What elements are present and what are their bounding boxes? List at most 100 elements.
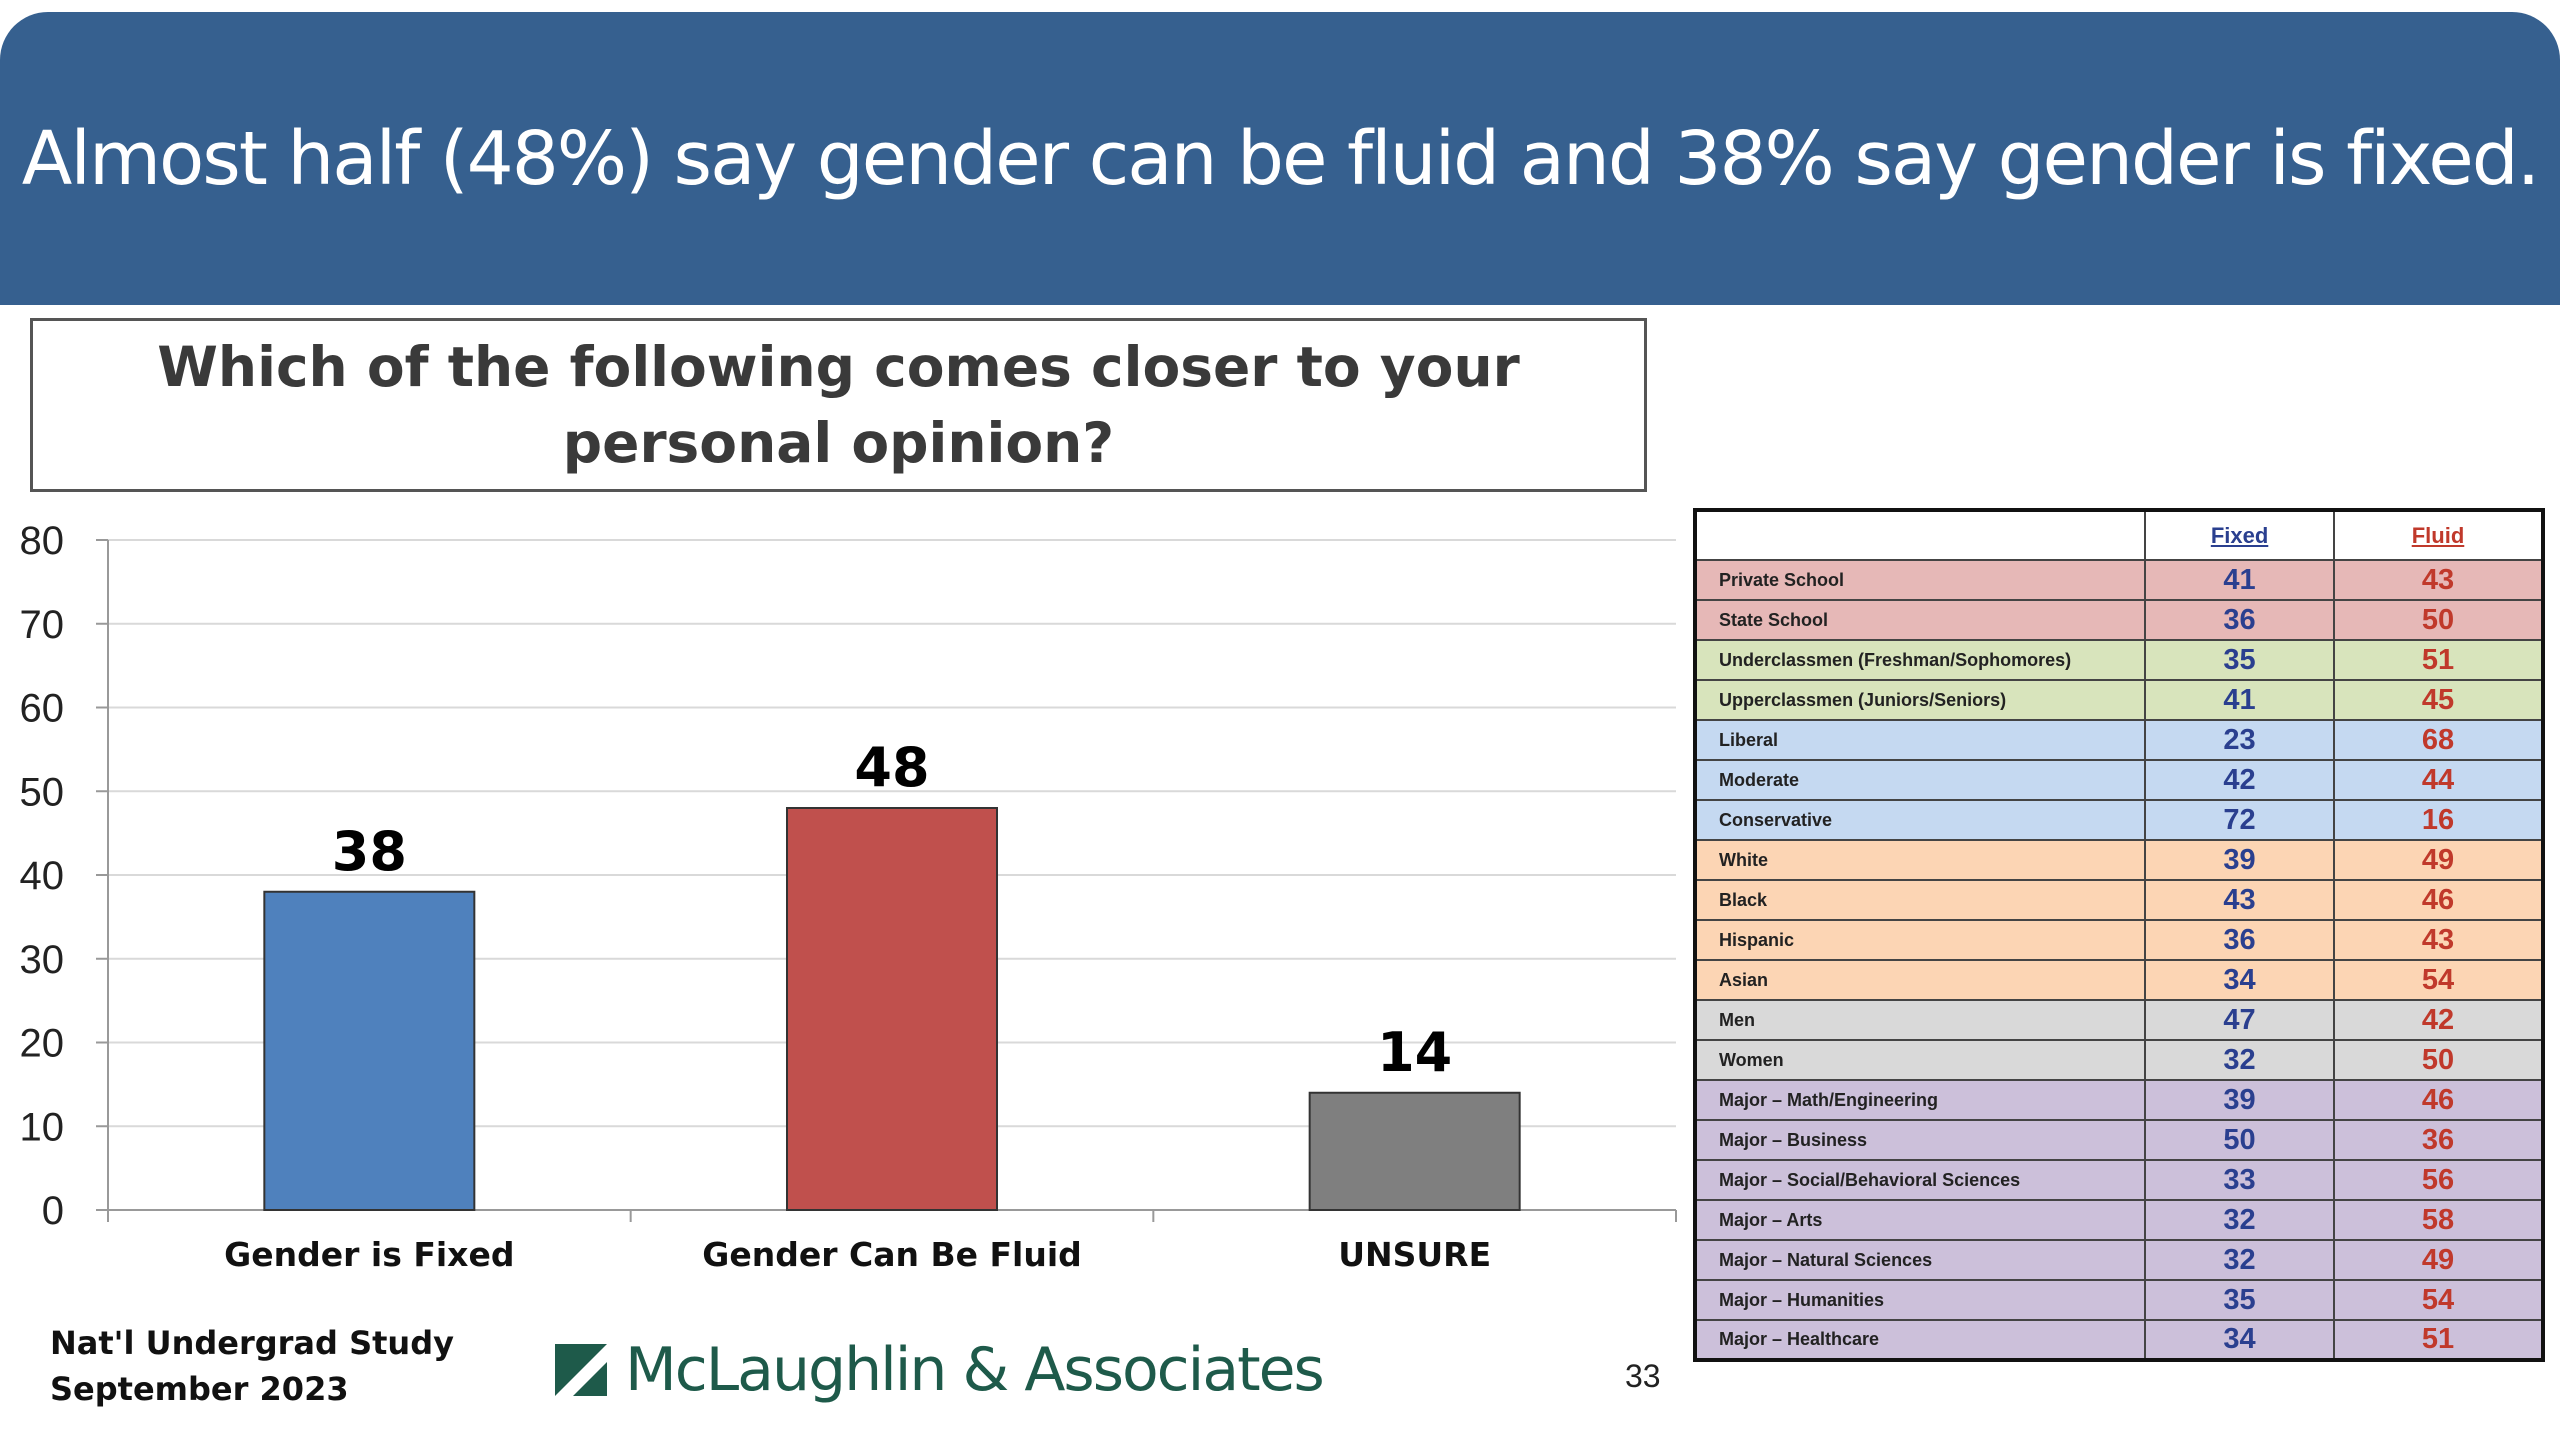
y-tick-label: 0 xyxy=(42,1189,64,1233)
table-header-row: Fixed Fluid xyxy=(1693,509,2544,561)
fluid-value: 51 xyxy=(2333,1319,2544,1361)
table-row: Upperclassmen (Juniors/Seniors) 41 45 xyxy=(1693,679,2544,721)
fixed-value: 35 xyxy=(2144,1279,2335,1321)
bar xyxy=(1308,1091,1521,1211)
slide-title: Almost half (48%) say gender can be flui… xyxy=(21,115,2540,202)
table-row: Hispanic 36 43 xyxy=(1693,919,2544,961)
fluid-value: 36 xyxy=(2333,1119,2544,1161)
row-label: Major – Social/Behavioral Sciences xyxy=(1693,1159,2147,1201)
question-box: Which of the following comes closer to y… xyxy=(30,318,1647,492)
row-label: Major – Natural Sciences xyxy=(1693,1239,2147,1281)
fluid-value: 54 xyxy=(2333,959,2544,1001)
table-row: Conservative 72 16 xyxy=(1693,799,2544,841)
fluid-value: 49 xyxy=(2333,839,2544,881)
fixed-value: 39 xyxy=(2144,1079,2335,1121)
fixed-value: 34 xyxy=(2144,959,2335,1001)
table-row: Liberal 23 68 xyxy=(1693,719,2544,761)
fixed-value: 43 xyxy=(2144,879,2335,921)
fluid-value: 54 xyxy=(2333,1279,2544,1321)
fixed-value: 41 xyxy=(2144,559,2335,601)
y-tick-label: 70 xyxy=(20,603,65,647)
row-label: State School xyxy=(1693,599,2147,641)
row-label: Conservative xyxy=(1693,799,2147,841)
fluid-value: 45 xyxy=(2333,679,2544,721)
fluid-value: 56 xyxy=(2333,1159,2544,1201)
fixed-value: 41 xyxy=(2144,679,2335,721)
demographic-breakdown-table: Fixed Fluid Private School 41 43 State Scho… xyxy=(1693,508,2545,1362)
fluid-value: 43 xyxy=(2333,559,2544,601)
fluid-value: 50 xyxy=(2333,1039,2544,1081)
bar xyxy=(263,890,476,1211)
fixed-value: 35 xyxy=(2144,639,2335,681)
y-tick-label: 20 xyxy=(20,1022,65,1066)
company-logo: McLaughlin & Associates xyxy=(555,1335,1325,1405)
table-row: Asian 34 54 xyxy=(1693,959,2544,1001)
fluid-value: 51 xyxy=(2333,639,2544,681)
page-number: 33 xyxy=(1625,1358,1661,1394)
table-row: State School 36 50 xyxy=(1693,599,2544,641)
x-tick-label: Gender Can Be Fluid xyxy=(702,1235,1082,1274)
row-label: Major – Humanities xyxy=(1693,1279,2147,1321)
row-label: Liberal xyxy=(1693,719,2147,761)
fixed-value: 32 xyxy=(2144,1039,2335,1081)
fixed-value: 32 xyxy=(2144,1199,2335,1241)
table-row: Major – Humanities 35 54 xyxy=(1693,1279,2544,1321)
row-label: White xyxy=(1693,839,2147,881)
fixed-value: 39 xyxy=(2144,839,2335,881)
fluid-value: 42 xyxy=(2333,999,2544,1041)
row-label: Upperclassmen (Juniors/Seniors) xyxy=(1693,679,2147,721)
y-tick-label: 10 xyxy=(20,1105,65,1149)
table-row: Women 32 50 xyxy=(1693,1039,2544,1081)
fixed-value: 33 xyxy=(2144,1159,2335,1201)
logo-mark-icon xyxy=(555,1344,607,1396)
title-banner: Almost half (48%) say gender can be flui… xyxy=(0,12,2560,305)
study-date: September 2023 xyxy=(50,1370,349,1408)
row-label: Underclassmen (Freshman/Sophomores) xyxy=(1693,639,2147,681)
bar-chart: 0 10 20 30 40 50 60 70 80 38 Gender is Fixed 48 Gend… xyxy=(20,519,1677,1274)
study-name: Nat'l Undergrad Study xyxy=(50,1324,454,1362)
fixed-value: 42 xyxy=(2144,759,2335,801)
fluid-value: 46 xyxy=(2333,879,2544,921)
fluid-value: 44 xyxy=(2333,759,2544,801)
data-label: 38 xyxy=(332,820,407,883)
fixed-value: 36 xyxy=(2144,919,2335,961)
table-row: White 39 49 xyxy=(1693,839,2544,881)
data-label: 14 xyxy=(1377,1021,1452,1084)
row-label: Moderate xyxy=(1693,759,2147,801)
row-label: Private School xyxy=(1693,559,2147,601)
fixed-value: 47 xyxy=(2144,999,2335,1041)
table-row: Men 47 42 xyxy=(1693,999,2544,1041)
table-row: Major – Social/Behavioral Sciences 33 56 xyxy=(1693,1159,2544,1201)
row-label: Women xyxy=(1693,1039,2147,1081)
table-row: Underclassmen (Freshman/Sophomores) 35 51 xyxy=(1693,639,2544,681)
row-label: Major – Arts xyxy=(1693,1199,2147,1241)
fluid-value: 58 xyxy=(2333,1199,2544,1241)
logo-text: McLaughlin & Associates xyxy=(625,1335,1325,1405)
fluid-value: 46 xyxy=(2333,1079,2544,1121)
table-row: Major – Natural Sciences 32 49 xyxy=(1693,1239,2544,1281)
table-row: Black 43 46 xyxy=(1693,879,2544,921)
table-row: Major – Business 50 36 xyxy=(1693,1119,2544,1161)
table-row: Private School 41 43 xyxy=(1693,559,2544,601)
table-row: Major – Arts 32 58 xyxy=(1693,1199,2544,1241)
column-header-fixed: Fixed xyxy=(2144,509,2335,561)
table-row: Moderate 42 44 xyxy=(1693,759,2544,801)
row-label: Black xyxy=(1693,879,2147,921)
column-header-fluid: Fluid xyxy=(2333,509,2544,561)
table-row: Major – Math/Engineering 39 46 xyxy=(1693,1079,2544,1121)
row-label: Asian xyxy=(1693,959,2147,1001)
table-header-blank xyxy=(1693,509,2147,561)
fluid-value: 43 xyxy=(2333,919,2544,961)
row-label: Major – Math/Engineering xyxy=(1693,1079,2147,1121)
row-label: Men xyxy=(1693,999,2147,1041)
table-row: Major – Healthcare 34 51 xyxy=(1693,1319,2544,1361)
fixed-value: 36 xyxy=(2144,599,2335,641)
footer-study-info: Nat'l Undergrad Study September 2023 xyxy=(50,1320,454,1412)
row-label: Major – Healthcare xyxy=(1693,1319,2147,1361)
y-tick-label: 50 xyxy=(20,770,65,814)
row-label: Major – Business xyxy=(1693,1119,2147,1161)
fluid-value: 50 xyxy=(2333,599,2544,641)
fluid-value: 68 xyxy=(2333,719,2544,761)
y-tick-label: 40 xyxy=(20,854,65,898)
y-tick-label: 80 xyxy=(20,519,65,563)
